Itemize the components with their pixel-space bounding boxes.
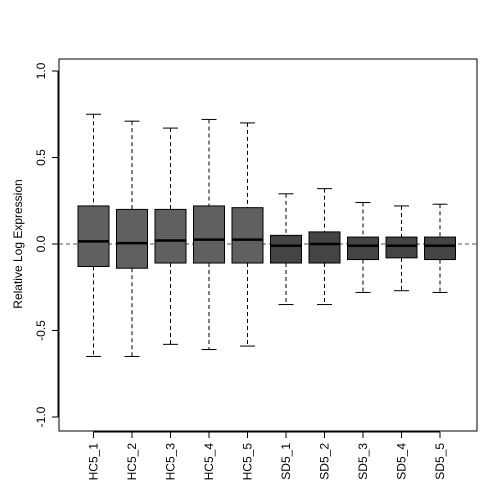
box-HC5_5 — [231, 122, 264, 347]
y-axis: -1.0 -0.5 0.0 0.5 1.0 — [34, 62, 59, 427]
box-SD5_2 — [308, 188, 341, 306]
y-tick-label: 0.0 — [34, 235, 48, 252]
box-SD5_3 — [347, 201, 379, 293]
box-iqr — [270, 234, 302, 264]
y-tick-label: -1.0 — [34, 406, 48, 427]
x-tick-label: SD5_1 — [279, 443, 293, 480]
x-tick-label: HC5_3 — [164, 443, 178, 481]
x-tick-label: HC5_5 — [241, 443, 255, 481]
x-tick-label: SD5_5 — [433, 443, 447, 480]
box-SD5_5 — [424, 203, 456, 293]
x-tick-label: HC5_1 — [87, 443, 101, 481]
x-tick-label: HC5_4 — [202, 443, 216, 481]
box-SD5_1 — [270, 193, 302, 306]
box-HC5_4 — [193, 118, 225, 351]
box-iqr — [77, 205, 110, 267]
box-HC5_2 — [116, 120, 148, 357]
box-SD5_4 — [385, 205, 418, 292]
y-axis-label: Relative Log Expression — [11, 179, 25, 308]
y-tick-label: 1.0 — [34, 62, 48, 79]
box-iqr — [193, 205, 225, 264]
box-iqr — [308, 231, 341, 264]
box-iqr — [231, 207, 264, 264]
x-tick-label: HC5_2 — [125, 443, 139, 481]
y-tick-label: -0.5 — [34, 320, 48, 341]
box-iqr — [154, 208, 187, 264]
boxes-layer — [59, 113, 477, 357]
box-iqr — [347, 236, 379, 261]
box-iqr — [424, 236, 456, 261]
x-tick-label: SD5_4 — [395, 443, 409, 480]
y-tick-label: 0.5 — [34, 149, 48, 166]
box-HC5_1 — [77, 113, 110, 357]
x-tick-label: SD5_3 — [356, 443, 370, 480]
box-iqr — [385, 236, 418, 259]
plot-frame — [58, 58, 478, 432]
box-iqr — [116, 208, 148, 269]
x-axis: HC5_1 HC5_2 HC5_3 HC5_4 HC5_5 SD5_1 SD5_2 SD5_3… — [87, 431, 447, 481]
box-HC5_3 — [154, 127, 187, 345]
x-tick-label: SD5_2 — [318, 443, 332, 480]
